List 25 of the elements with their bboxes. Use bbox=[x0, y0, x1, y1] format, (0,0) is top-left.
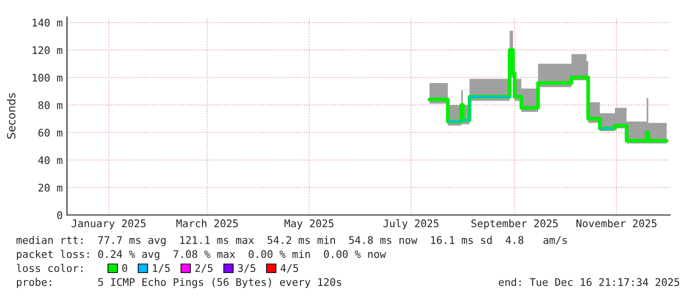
y-tick-label: 60 m bbox=[38, 128, 62, 137]
legend-label: 4/5 bbox=[280, 264, 298, 273]
x-tick-label: May 2025 bbox=[284, 219, 334, 230]
y-tick-label: 0 bbox=[57, 211, 62, 220]
legend-label: 0 bbox=[122, 264, 128, 272]
text: end: Tue Dec 16 21:17:34 2025 bbox=[498, 278, 680, 286]
x-tick-label: March 2025 bbox=[176, 219, 238, 228]
y-tick-label: 40 m bbox=[38, 156, 62, 164]
legend-label: 2/5 bbox=[195, 264, 213, 273]
y-tick-label: 80 m bbox=[38, 101, 62, 110]
x-tick-label: January 2025 bbox=[72, 219, 146, 230]
text: probe: 5 ICMP Echo Pings (56 Bytes) every 120s bbox=[16, 278, 342, 288]
x-tick-label: September 2025 bbox=[471, 219, 558, 230]
y-tick-label: 20 m bbox=[38, 184, 62, 192]
y-axis-title: Seconds bbox=[6, 93, 16, 139]
legend-label: 3/5 bbox=[238, 264, 256, 273]
y-tick-label: 100 m bbox=[32, 74, 62, 82]
x-tick-label: November 2025 bbox=[576, 219, 656, 228]
text: packet loss: 0.24 % avg 7.08 % max 0.00 % min 0.00 % now bbox=[16, 250, 386, 260]
y-tick-label: 120 m bbox=[32, 46, 62, 54]
legend-label: 1/5 bbox=[153, 264, 170, 273]
text: median rtt: 77.7 ms avg 121.1 ms max 54.2 ms min 54.8 ms now 16.1 ms sd 4.8 am/s bbox=[16, 236, 567, 246]
y-tick-label: 140 m bbox=[32, 18, 62, 27]
legend-title: loss color: bbox=[16, 264, 82, 272]
x-tick-label: July 2025 bbox=[383, 219, 438, 230]
